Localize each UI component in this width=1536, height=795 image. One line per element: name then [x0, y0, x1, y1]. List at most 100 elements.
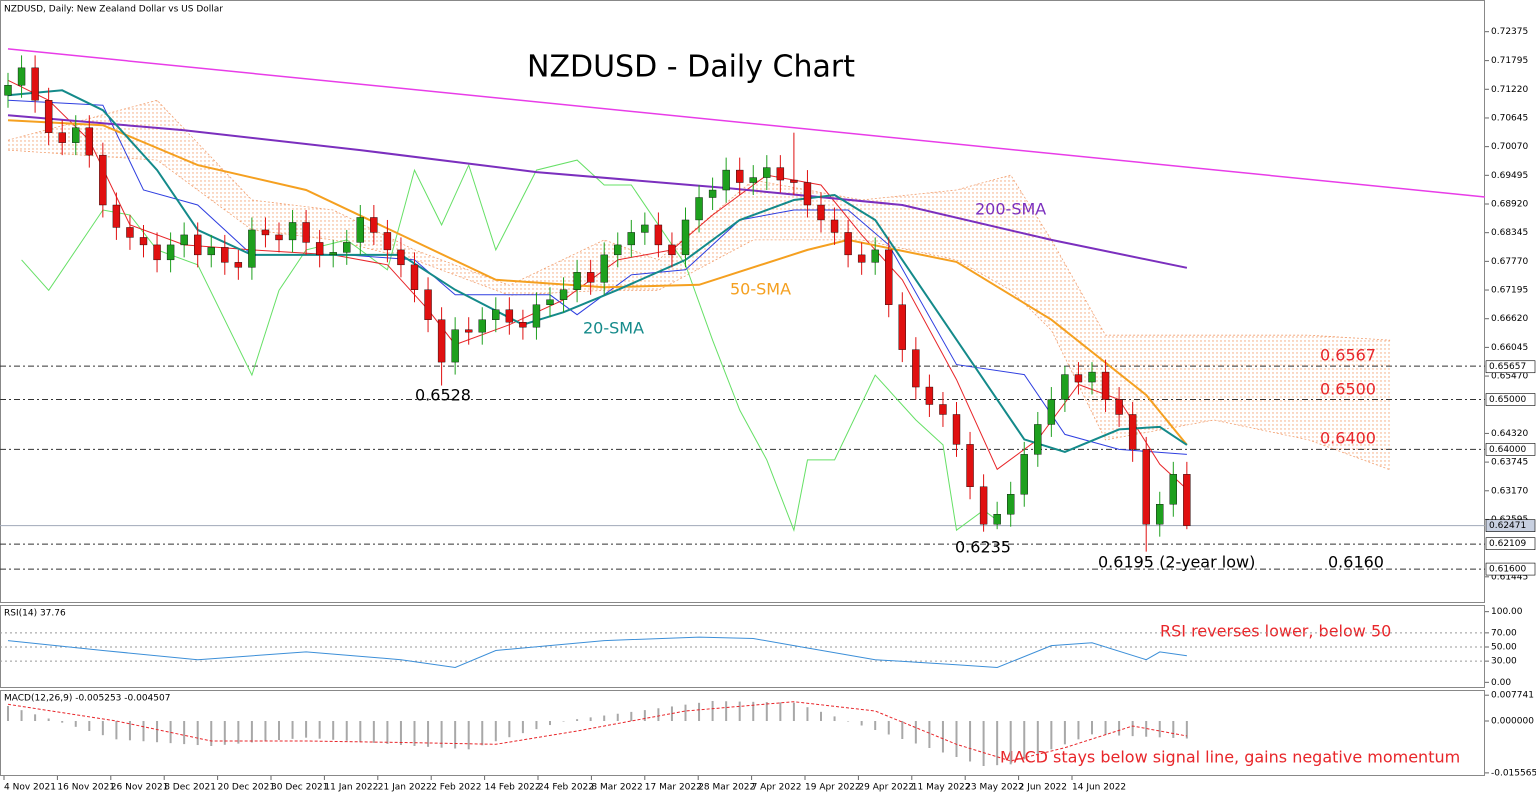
candle-body	[844, 232, 852, 256]
y-tick-label: 50.00	[1491, 643, 1517, 653]
x-tick-label: 2 Feb 2022	[431, 783, 481, 793]
macd-bar	[7, 706, 9, 721]
candle-body	[397, 249, 405, 266]
macd-bar	[535, 721, 538, 730]
candle-body	[614, 244, 622, 256]
x-tick-label: 2 Jun 2022	[1019, 783, 1067, 793]
candle-body	[668, 244, 676, 256]
candle-body	[478, 319, 486, 333]
candle-body	[465, 329, 473, 333]
y-tick-label: 30.00	[1491, 657, 1517, 667]
y-tick-label: 0.00	[1491, 678, 1511, 688]
x-tick-label: 16 Nov 2021	[57, 783, 115, 793]
price-marker	[1485, 519, 1536, 532]
annotation: 0.6400	[1320, 429, 1376, 448]
rsi-note: RSI reverses lower, below 50	[1160, 622, 1391, 641]
candle-body	[4, 85, 12, 96]
macd-bar	[223, 721, 226, 745]
candle-body	[343, 242, 351, 253]
macd-bar	[318, 721, 321, 739]
macd-bar	[1104, 721, 1107, 735]
candle-body	[993, 514, 1001, 525]
candle-body	[302, 222, 310, 243]
candle-body	[492, 309, 500, 320]
x-tick-label: 7 Apr 2022	[752, 783, 802, 793]
macd-note: MACD stays below signal line, gains nega…	[1000, 748, 1460, 767]
price-marker	[1485, 443, 1536, 456]
candle-body	[139, 237, 148, 246]
price-marker	[1485, 562, 1536, 576]
candle-body	[763, 167, 771, 178]
macd-label: MACD(12,26,9) -0.005253 -0.004507	[4, 694, 170, 704]
candle-body	[410, 264, 419, 290]
y-tick-label: 0.67195	[1491, 286, 1528, 296]
candle-body	[546, 299, 554, 305]
candle-body	[1142, 449, 1150, 525]
candle-body	[695, 197, 703, 221]
macd-bar	[1077, 721, 1080, 740]
y-tick-label: 0.71795	[1491, 56, 1528, 66]
candle-body	[1128, 414, 1137, 450]
macd-bar	[982, 721, 985, 766]
candle-body	[722, 169, 730, 191]
macd-bar	[210, 721, 213, 746]
candle-body	[180, 234, 188, 246]
candle-body	[248, 229, 256, 268]
y-tick-label: 70.00	[1491, 628, 1517, 638]
macd-bar	[820, 711, 822, 721]
candle-body	[681, 219, 690, 256]
candle-body	[424, 289, 432, 320]
y-tick-label: 0.67770	[1491, 257, 1528, 267]
candle-body	[966, 444, 974, 487]
x-tick-label: 11 Jan 2022	[324, 783, 378, 793]
candle-body	[1156, 504, 1164, 525]
macd-bar	[752, 701, 755, 721]
macd-bar	[1009, 721, 1012, 765]
macd-bar	[101, 721, 104, 736]
candle-body	[126, 227, 134, 238]
annotation: 0.6500	[1320, 380, 1376, 399]
y-tick-label: 0.70070	[1491, 142, 1528, 152]
y-tick-label: 0.68345	[1491, 228, 1528, 238]
candle-body	[1074, 374, 1083, 383]
macd-bar	[887, 721, 890, 735]
macd-bar	[657, 708, 660, 721]
macd-bar	[969, 721, 972, 762]
macd-bar	[1050, 721, 1053, 750]
macd-bar	[630, 711, 633, 721]
macd-bar	[765, 702, 768, 721]
candle-body	[627, 232, 635, 246]
macd-bar	[1131, 721, 1134, 737]
macd-bar	[860, 721, 863, 726]
macd-frame	[0, 690, 1485, 776]
rsi-line	[7, 636, 1187, 669]
macd-bar	[508, 721, 511, 738]
macd-bar	[264, 721, 267, 742]
candle-body	[58, 132, 66, 143]
annotation: 0.6235	[955, 538, 1011, 557]
main-frame	[0, 0, 1485, 603]
candle-body	[17, 67, 26, 86]
macd-bar	[399, 721, 402, 745]
macd-bar	[250, 721, 253, 743]
x-tick-label: 19 Apr 2022	[805, 783, 861, 793]
annotation: 0.6528	[415, 386, 471, 405]
candle-body	[736, 169, 744, 183]
candle-body	[857, 254, 866, 263]
y-tick-label: 0.000000	[1491, 717, 1534, 727]
candle-body	[207, 247, 215, 256]
macd-bar	[291, 721, 294, 739]
candle-body	[1101, 371, 1110, 400]
macd-bar	[34, 714, 37, 721]
candle-body	[437, 319, 446, 363]
macd-bar	[156, 721, 159, 743]
candle-body	[1169, 474, 1178, 505]
macd-bar	[955, 721, 958, 757]
signal-line	[7, 701, 1187, 762]
price-marker-label: 0.65000	[1489, 395, 1526, 405]
chart-title: NZDUSD - Daily Chart	[527, 50, 855, 85]
candle-body	[505, 309, 514, 323]
candle-body	[99, 154, 107, 206]
indicator-line	[7, 89, 1188, 453]
